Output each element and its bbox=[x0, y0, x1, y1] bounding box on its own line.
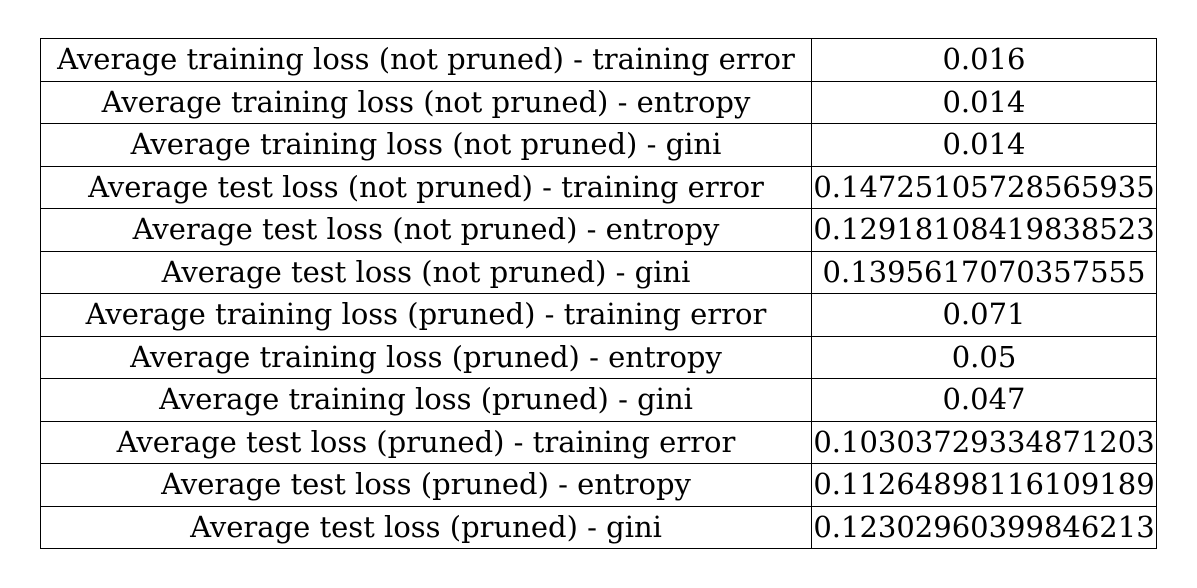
row-label-cell: Average test loss (pruned) - gini bbox=[40, 505, 812, 549]
row-label-cell: Average training loss (not pruned) - gin… bbox=[40, 123, 812, 167]
results-table-container: Average training loss (not pruned) - tra… bbox=[40, 38, 1157, 549]
results-table: Average training loss (not pruned) - tra… bbox=[40, 38, 1157, 549]
table-row: Average test loss (not pruned) - entropy… bbox=[40, 208, 1157, 252]
table-row: Average test loss (not pruned) - trainin… bbox=[40, 165, 1157, 209]
table-row: Average training loss (pruned) - gini 0.… bbox=[40, 378, 1157, 422]
table-row: Average test loss (pruned) - training er… bbox=[40, 420, 1157, 464]
row-label-cell: Average training loss (pruned) - entropy bbox=[40, 335, 812, 379]
row-label-cell: Average test loss (pruned) - training er… bbox=[40, 420, 812, 464]
table-row: Average test loss (pruned) - gini 0.1230… bbox=[40, 505, 1157, 549]
table-row: Average training loss (not pruned) - gin… bbox=[40, 123, 1157, 167]
row-value-cell: 0.016 bbox=[811, 38, 1157, 82]
row-label-cell: Average test loss (pruned) - entropy bbox=[40, 463, 812, 507]
row-value-cell: 0.047 bbox=[811, 378, 1157, 422]
row-label-cell: Average test loss (not pruned) - entropy bbox=[40, 208, 812, 252]
table-row: Average test loss (not pruned) - gini 0.… bbox=[40, 250, 1157, 294]
row-value-cell: 0.12918108419838523 bbox=[811, 208, 1157, 252]
row-value-cell: 0.071 bbox=[811, 293, 1157, 337]
row-label-cell: Average test loss (not pruned) - gini bbox=[40, 250, 812, 294]
results-table-body: Average training loss (not pruned) - tra… bbox=[40, 38, 1157, 549]
row-label-cell: Average training loss (not pruned) - ent… bbox=[40, 80, 812, 124]
row-value-cell: 0.05 bbox=[811, 335, 1157, 379]
row-value-cell: 0.14725105728565935 bbox=[811, 165, 1157, 209]
table-row: Average training loss (pruned) - entropy… bbox=[40, 335, 1157, 379]
row-value-cell: 0.1395617070357555 bbox=[811, 250, 1157, 294]
table-row: Average test loss (pruned) - entropy 0.1… bbox=[40, 463, 1157, 507]
row-value-cell: 0.014 bbox=[811, 80, 1157, 124]
table-row: Average training loss (pruned) - trainin… bbox=[40, 293, 1157, 337]
row-value-cell: 0.11264898116109189 bbox=[811, 463, 1157, 507]
row-label-cell: Average training loss (not pruned) - tra… bbox=[40, 38, 812, 82]
row-value-cell: 0.12302960399846213 bbox=[811, 505, 1157, 549]
row-label-cell: Average training loss (pruned) - gini bbox=[40, 378, 812, 422]
row-value-cell: 0.10303729334871203 bbox=[811, 420, 1157, 464]
table-row: Average training loss (not pruned) - ent… bbox=[40, 80, 1157, 124]
row-value-cell: 0.014 bbox=[811, 123, 1157, 167]
table-row: Average training loss (not pruned) - tra… bbox=[40, 38, 1157, 82]
row-label-cell: Average test loss (not pruned) - trainin… bbox=[40, 165, 812, 209]
row-label-cell: Average training loss (pruned) - trainin… bbox=[40, 293, 812, 337]
